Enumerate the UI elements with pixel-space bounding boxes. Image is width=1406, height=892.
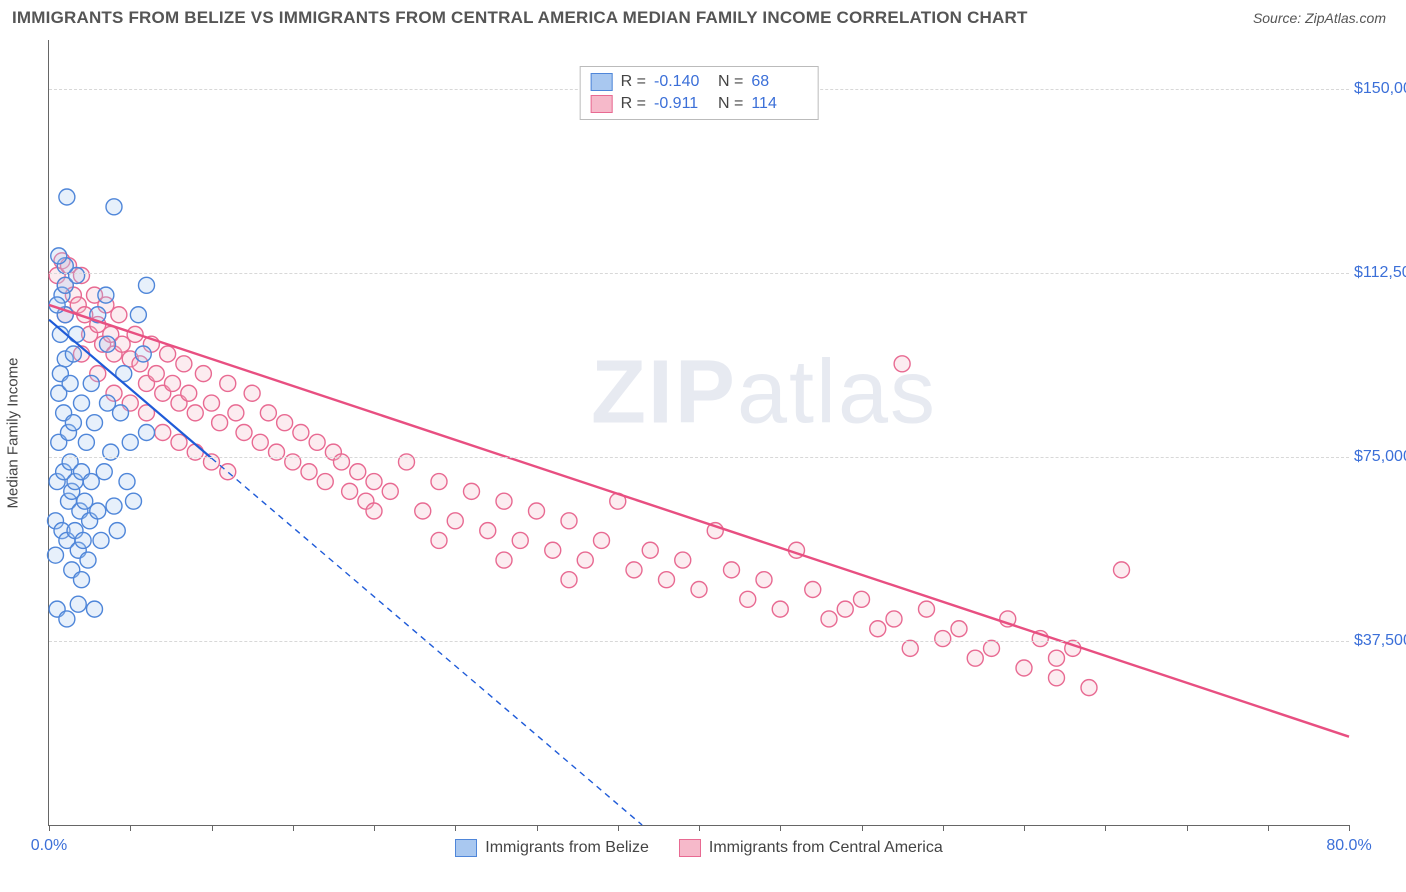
x-tick-label: 0.0% (31, 837, 67, 855)
legend-label-ca: Immigrants from Central America (709, 839, 943, 857)
stat-label-r: R = (621, 71, 646, 93)
y-tick-label: $75,000 (1354, 448, 1406, 466)
y-tick-label: $112,500 (1354, 264, 1406, 282)
x-tick-label: 80.0% (1326, 837, 1371, 855)
swatch-ca (591, 95, 613, 113)
y-axis-label: Median Family Income (5, 357, 22, 508)
legend-stats-row-ca: R = -0.911 N = 114 (591, 93, 808, 115)
stat-r-ca: -0.911 (654, 93, 710, 115)
legend-item-belize: Immigrants from Belize (455, 839, 649, 857)
legend-stats: R = -0.140 N = 68 R = -0.911 N = 114 (580, 66, 819, 120)
stat-n-ca: 114 (751, 93, 807, 115)
chart-svg (49, 40, 1349, 825)
legend-item-ca: Immigrants from Central America (679, 839, 943, 857)
stat-label-r: R = (621, 93, 646, 115)
chart-plot-area: Median Family Income ZIPatlas R = -0.140… (48, 40, 1349, 826)
legend-stats-row-belize: R = -0.140 N = 68 (591, 71, 808, 93)
swatch-belize (591, 73, 613, 91)
legend-label-belize: Immigrants from Belize (485, 839, 649, 857)
swatch-belize (455, 839, 477, 857)
chart-title: IMMIGRANTS FROM BELIZE VS IMMIGRANTS FRO… (12, 8, 1028, 28)
y-tick-label: $150,000 (1354, 80, 1406, 98)
legend-series: Immigrants from Belize Immigrants from C… (49, 839, 1349, 857)
stat-r-belize: -0.140 (654, 71, 710, 93)
chart-source: Source: ZipAtlas.com (1253, 10, 1386, 26)
y-tick-label: $37,500 (1354, 632, 1406, 650)
swatch-ca (679, 839, 701, 857)
stat-n-belize: 68 (751, 71, 807, 93)
stat-label-n: N = (718, 93, 743, 115)
stat-label-n: N = (718, 71, 743, 93)
